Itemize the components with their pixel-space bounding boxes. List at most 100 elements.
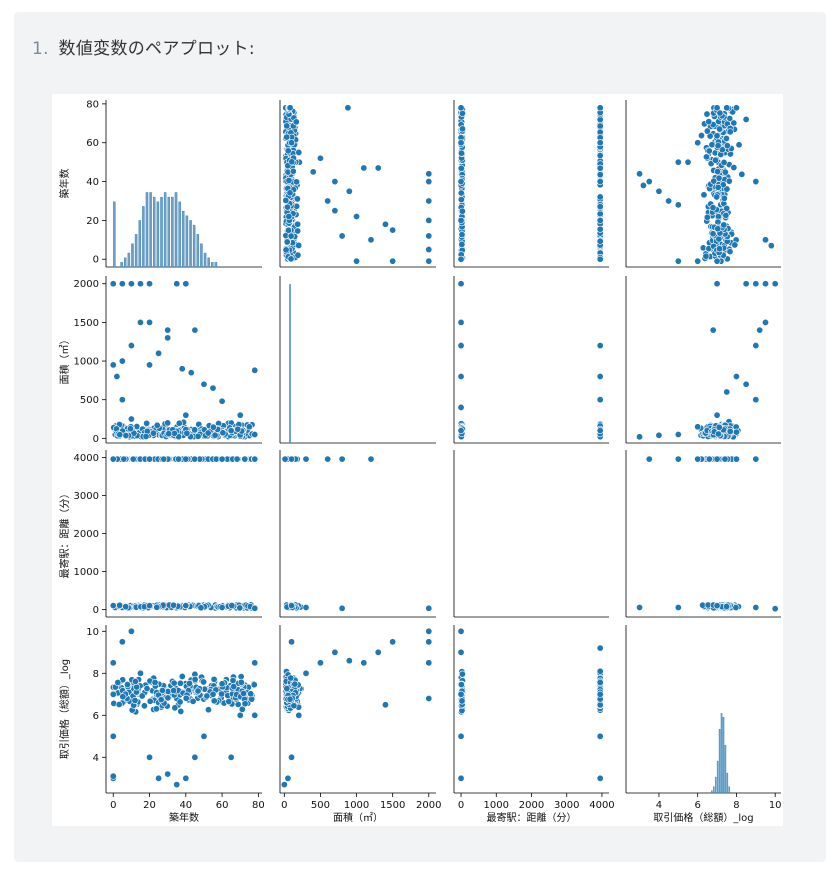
- scatter-point: [218, 455, 226, 463]
- panel-0-2: [453, 100, 609, 268]
- scatter-point: [287, 232, 295, 240]
- scatter-point: [596, 164, 604, 172]
- scatter-point: [596, 225, 604, 233]
- scatter-point: [155, 349, 163, 357]
- hist-bar: [200, 243, 203, 268]
- scatter-point: [596, 732, 604, 740]
- y-tick-label: 4: [93, 753, 99, 764]
- scatter-point: [425, 694, 433, 702]
- hist-bar: [718, 729, 721, 794]
- scatter-point: [288, 753, 296, 761]
- scatter-point: [225, 698, 233, 706]
- hist-bar: [160, 196, 163, 268]
- scatter-point: [157, 696, 165, 704]
- scatter-point: [723, 204, 731, 212]
- hist-bar: [192, 224, 196, 268]
- scatter-point: [722, 135, 730, 143]
- scatter-point: [389, 257, 397, 265]
- scatter-point: [714, 183, 722, 191]
- scatter-point: [109, 280, 117, 288]
- scatter-point: [645, 455, 653, 463]
- hist-bar: [182, 210, 185, 268]
- scatter-point: [165, 430, 173, 438]
- hist-bar: [171, 196, 174, 268]
- scatter-point: [236, 411, 244, 419]
- scatter-point: [694, 423, 702, 431]
- x-tick-label: 10: [769, 800, 782, 811]
- scatter-point: [122, 431, 130, 439]
- scatter-point: [752, 604, 760, 612]
- scatter-point: [596, 342, 604, 350]
- scatter-point: [285, 212, 293, 220]
- scatter-point: [723, 104, 731, 112]
- x-tick-label: 4: [656, 800, 662, 811]
- scatter-point: [738, 170, 746, 178]
- scatter-point: [283, 238, 291, 246]
- scatter-point: [230, 683, 238, 691]
- scatter-point: [316, 154, 324, 162]
- scatter-point: [457, 403, 465, 411]
- scatter-point: [146, 697, 154, 705]
- scatter-point: [705, 455, 713, 463]
- scatter-point: [152, 705, 160, 713]
- scatter-point: [293, 195, 301, 203]
- scatter-point: [178, 365, 186, 373]
- hist-bar: [131, 243, 134, 268]
- scatter-point: [142, 432, 150, 440]
- scatter-point: [218, 680, 226, 688]
- scatter-point: [164, 419, 172, 427]
- scatter-point: [289, 167, 297, 175]
- hist-bar: [720, 713, 723, 794]
- scatter-point: [742, 280, 750, 288]
- x-axis-label: 面積（㎡）: [333, 811, 383, 824]
- scatter-point: [458, 697, 466, 705]
- scatter-point: [596, 193, 604, 201]
- scatter-point: [705, 118, 713, 126]
- scatter-point: [182, 455, 190, 463]
- scatter-point: [131, 696, 139, 704]
- scatter-point: [457, 318, 465, 326]
- scatter-point: [164, 770, 172, 778]
- scatter-point: [119, 693, 127, 701]
- hist-bar: [134, 234, 138, 268]
- scatter-point: [752, 280, 760, 288]
- hist-bar: [149, 192, 152, 268]
- scatter-point: [457, 216, 465, 224]
- scatter-point: [726, 128, 734, 136]
- scatter-point: [771, 605, 779, 613]
- scatter-point: [136, 318, 144, 326]
- scatter-point: [155, 774, 163, 782]
- scatter-point: [713, 455, 721, 463]
- scatter-point: [194, 432, 202, 440]
- scatter-point: [233, 455, 241, 463]
- panel-1-3: [625, 276, 781, 444]
- scatter-point: [458, 125, 466, 133]
- hist-bar: [113, 201, 116, 268]
- scatter-point: [236, 604, 244, 612]
- y-tick-label: 1000: [74, 567, 99, 578]
- y-tick-label: 0: [93, 605, 99, 616]
- x-tick-label: 4000: [589, 800, 614, 811]
- scatter-point: [674, 201, 682, 209]
- scatter-point: [200, 380, 208, 388]
- scatter-point: [245, 423, 253, 431]
- scatter-point: [596, 644, 604, 652]
- scatter-point: [596, 139, 604, 147]
- panel-1-1: [279, 276, 436, 444]
- scatter-point: [596, 104, 604, 112]
- scatter-point: [118, 357, 126, 365]
- heading-text: 数値変数のペアプロット:: [58, 39, 255, 59]
- scatter-point: [288, 158, 296, 166]
- scatter-point: [457, 732, 465, 740]
- scatter-point: [251, 604, 259, 612]
- scatter-point: [694, 139, 702, 147]
- scatter-point: [204, 706, 212, 714]
- scatter-point: [742, 380, 750, 388]
- scatter-point: [457, 189, 465, 197]
- y-tick-label: 60: [86, 138, 99, 149]
- scatter-point: [191, 455, 199, 463]
- scatter-point: [281, 455, 289, 463]
- y-axis-label: 築年数: [58, 169, 71, 199]
- scatter-point: [295, 711, 303, 719]
- scatter-point: [191, 675, 199, 683]
